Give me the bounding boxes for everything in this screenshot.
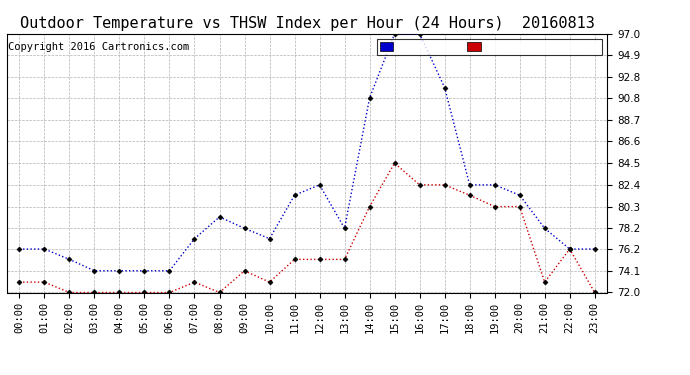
Title: Outdoor Temperature vs THSW Index per Hour (24 Hours)  20160813: Outdoor Temperature vs THSW Index per Ho… (19, 16, 595, 31)
Legend: THSW  (°F), Temperature  (°F): THSW (°F), Temperature (°F) (377, 39, 602, 55)
Text: Copyright 2016 Cartronics.com: Copyright 2016 Cartronics.com (8, 42, 189, 51)
